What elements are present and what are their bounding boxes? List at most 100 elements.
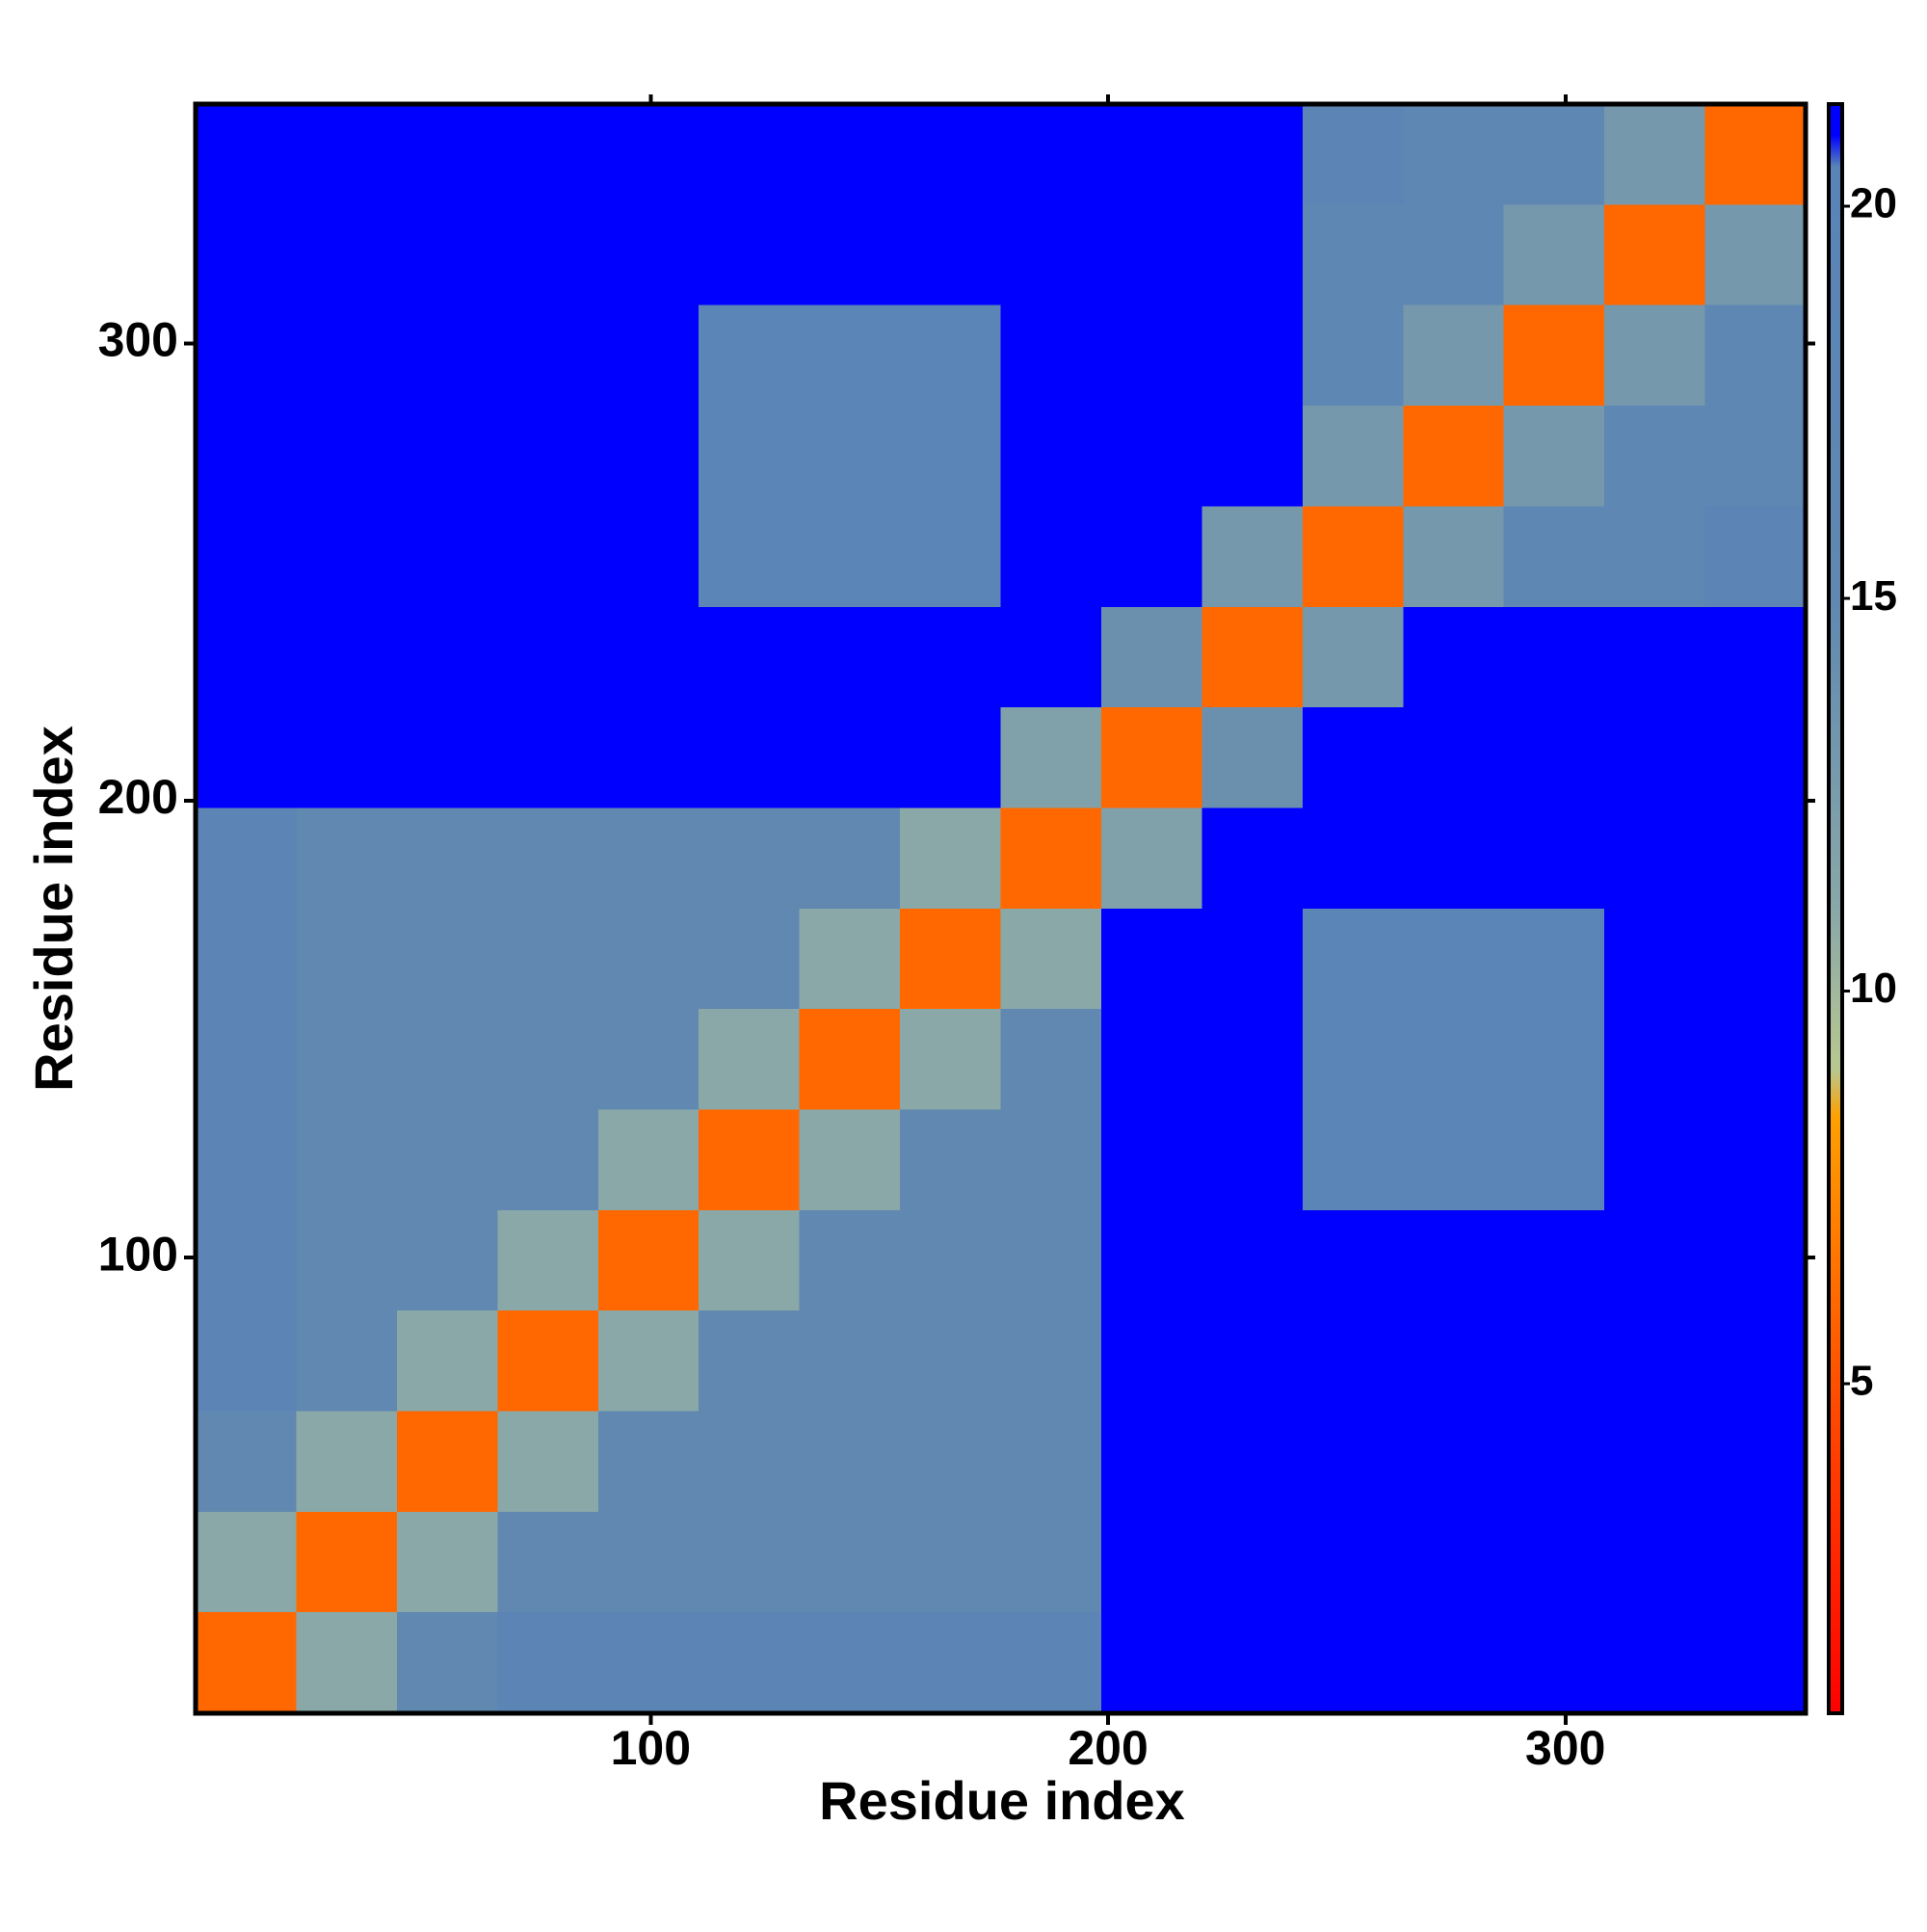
heatmap-cell [396, 304, 498, 407]
heatmap-cell [900, 807, 1001, 909]
heatmap-cell [1503, 1209, 1605, 1311]
x-tick-label: 200 [1068, 1721, 1148, 1775]
heatmap-cell [1302, 103, 1404, 205]
heatmap-cell [196, 908, 297, 1010]
heatmap-cell [296, 706, 398, 808]
heatmap-cell [699, 1008, 801, 1110]
heatmap-cell [1604, 1411, 1706, 1512]
heatmap-cell [1302, 1310, 1404, 1412]
heatmap-cell [1100, 1108, 1202, 1210]
heatmap-cell [1201, 908, 1304, 1010]
heatmap-cell [296, 1008, 398, 1110]
heatmap-cell [396, 1511, 498, 1613]
heatmap-cell [1604, 103, 1706, 205]
heatmap-cell [597, 203, 700, 305]
heatmap-cell [497, 1611, 599, 1713]
heatmap-cell [296, 1411, 398, 1512]
heatmap-cell [1000, 1611, 1102, 1713]
heatmap-cell [699, 1209, 801, 1311]
heatmap-cell [1503, 1611, 1605, 1713]
heatmap-cell [1201, 405, 1304, 507]
colorbar-tick-label: 15 [1850, 572, 1897, 620]
heatmap-cell [497, 1411, 599, 1512]
heatmap-cell [799, 706, 901, 808]
heatmap-cell [497, 505, 599, 607]
heatmap-cell [900, 1008, 1001, 1110]
heatmap-cell [1201, 1411, 1304, 1512]
heatmap-cell [799, 1611, 901, 1713]
heatmap-cell [1000, 706, 1102, 808]
heatmap-cell [900, 103, 1001, 205]
heatmap-cell [196, 606, 297, 708]
heatmap-cell [1201, 505, 1304, 607]
heatmap-cell [497, 1310, 599, 1412]
heatmap-cell [1503, 1108, 1605, 1210]
heatmap-cell [1100, 304, 1202, 407]
heatmap-cell [799, 203, 901, 305]
heatmap-cell [1704, 203, 1807, 305]
heatmap-cell [396, 203, 498, 305]
heatmap-cell [699, 1310, 801, 1412]
heatmap-cell [1201, 606, 1304, 708]
heatmap-cell [396, 807, 498, 909]
heatmap-cell [1403, 103, 1505, 205]
heatmap-cell [1604, 706, 1706, 808]
heatmap-cell [1302, 807, 1404, 909]
heatmap-cell [799, 1411, 901, 1512]
heatmap-cell [597, 405, 700, 507]
heatmap-cell [1302, 1209, 1404, 1311]
heatmap-cell [296, 1209, 398, 1311]
heatmap-cell [1604, 1008, 1706, 1110]
heatmap-cell [900, 1511, 1001, 1613]
heatmap-cell [497, 1209, 599, 1311]
heatmap-cell [196, 1008, 297, 1110]
heatmap-cell [900, 606, 1001, 708]
heatmap-cell [296, 103, 398, 205]
heatmap-cell [1704, 807, 1807, 909]
plot-frame [193, 101, 1808, 1716]
heatmap-cell [1000, 103, 1102, 205]
heatmap-cell [1302, 1008, 1404, 1110]
heatmap-cell [597, 807, 700, 909]
heatmap-cell [1704, 1411, 1807, 1512]
heatmap-cell [1100, 1310, 1202, 1412]
heatmap-cell [1302, 1611, 1404, 1713]
heatmap-cell [296, 807, 398, 909]
heatmap-cell [1704, 103, 1807, 205]
heatmap-cell [597, 1411, 700, 1512]
heatmap-cell [1100, 1611, 1202, 1713]
heatmap-cell [196, 1209, 297, 1311]
heatmap-cell [296, 505, 398, 607]
heatmap-cell [699, 505, 801, 607]
heatmap-cell [1604, 1611, 1706, 1713]
heatmap-cell [1403, 807, 1505, 909]
heatmap-cell [799, 908, 901, 1010]
heatmap-cell [1704, 1209, 1807, 1311]
heatmap-cell [1000, 1310, 1102, 1412]
heatmap-cell [799, 103, 901, 205]
heatmap-cell [1403, 203, 1505, 305]
heatmap-cell [1201, 1209, 1304, 1311]
heatmap-cell [1201, 1310, 1304, 1412]
heatmap-cell [196, 1310, 297, 1412]
heatmap-cell [1000, 1209, 1102, 1311]
heatmap-cell [699, 606, 801, 708]
heatmap-cell [1604, 1511, 1706, 1613]
heatmap-cell [1302, 1108, 1404, 1210]
heatmap-cell [1302, 908, 1404, 1010]
heatmap-cell [900, 405, 1001, 507]
heatmap-cell [597, 505, 700, 607]
heatmap-cell [699, 103, 801, 205]
heatmap-cell [699, 908, 801, 1010]
y-tick-label: 200 [98, 770, 178, 824]
heatmap-cell [1503, 405, 1605, 507]
heatmap-cell [1503, 1511, 1605, 1613]
heatmap-cell [296, 304, 398, 407]
heatmap-cell [1000, 1511, 1102, 1613]
heatmap-cell [900, 1209, 1001, 1311]
heatmap-cell [1403, 1209, 1505, 1311]
heatmap-cell [196, 1511, 297, 1613]
heatmap-cell [196, 304, 297, 407]
heatmap-cell [1604, 304, 1706, 407]
heatmap-cell [497, 807, 599, 909]
